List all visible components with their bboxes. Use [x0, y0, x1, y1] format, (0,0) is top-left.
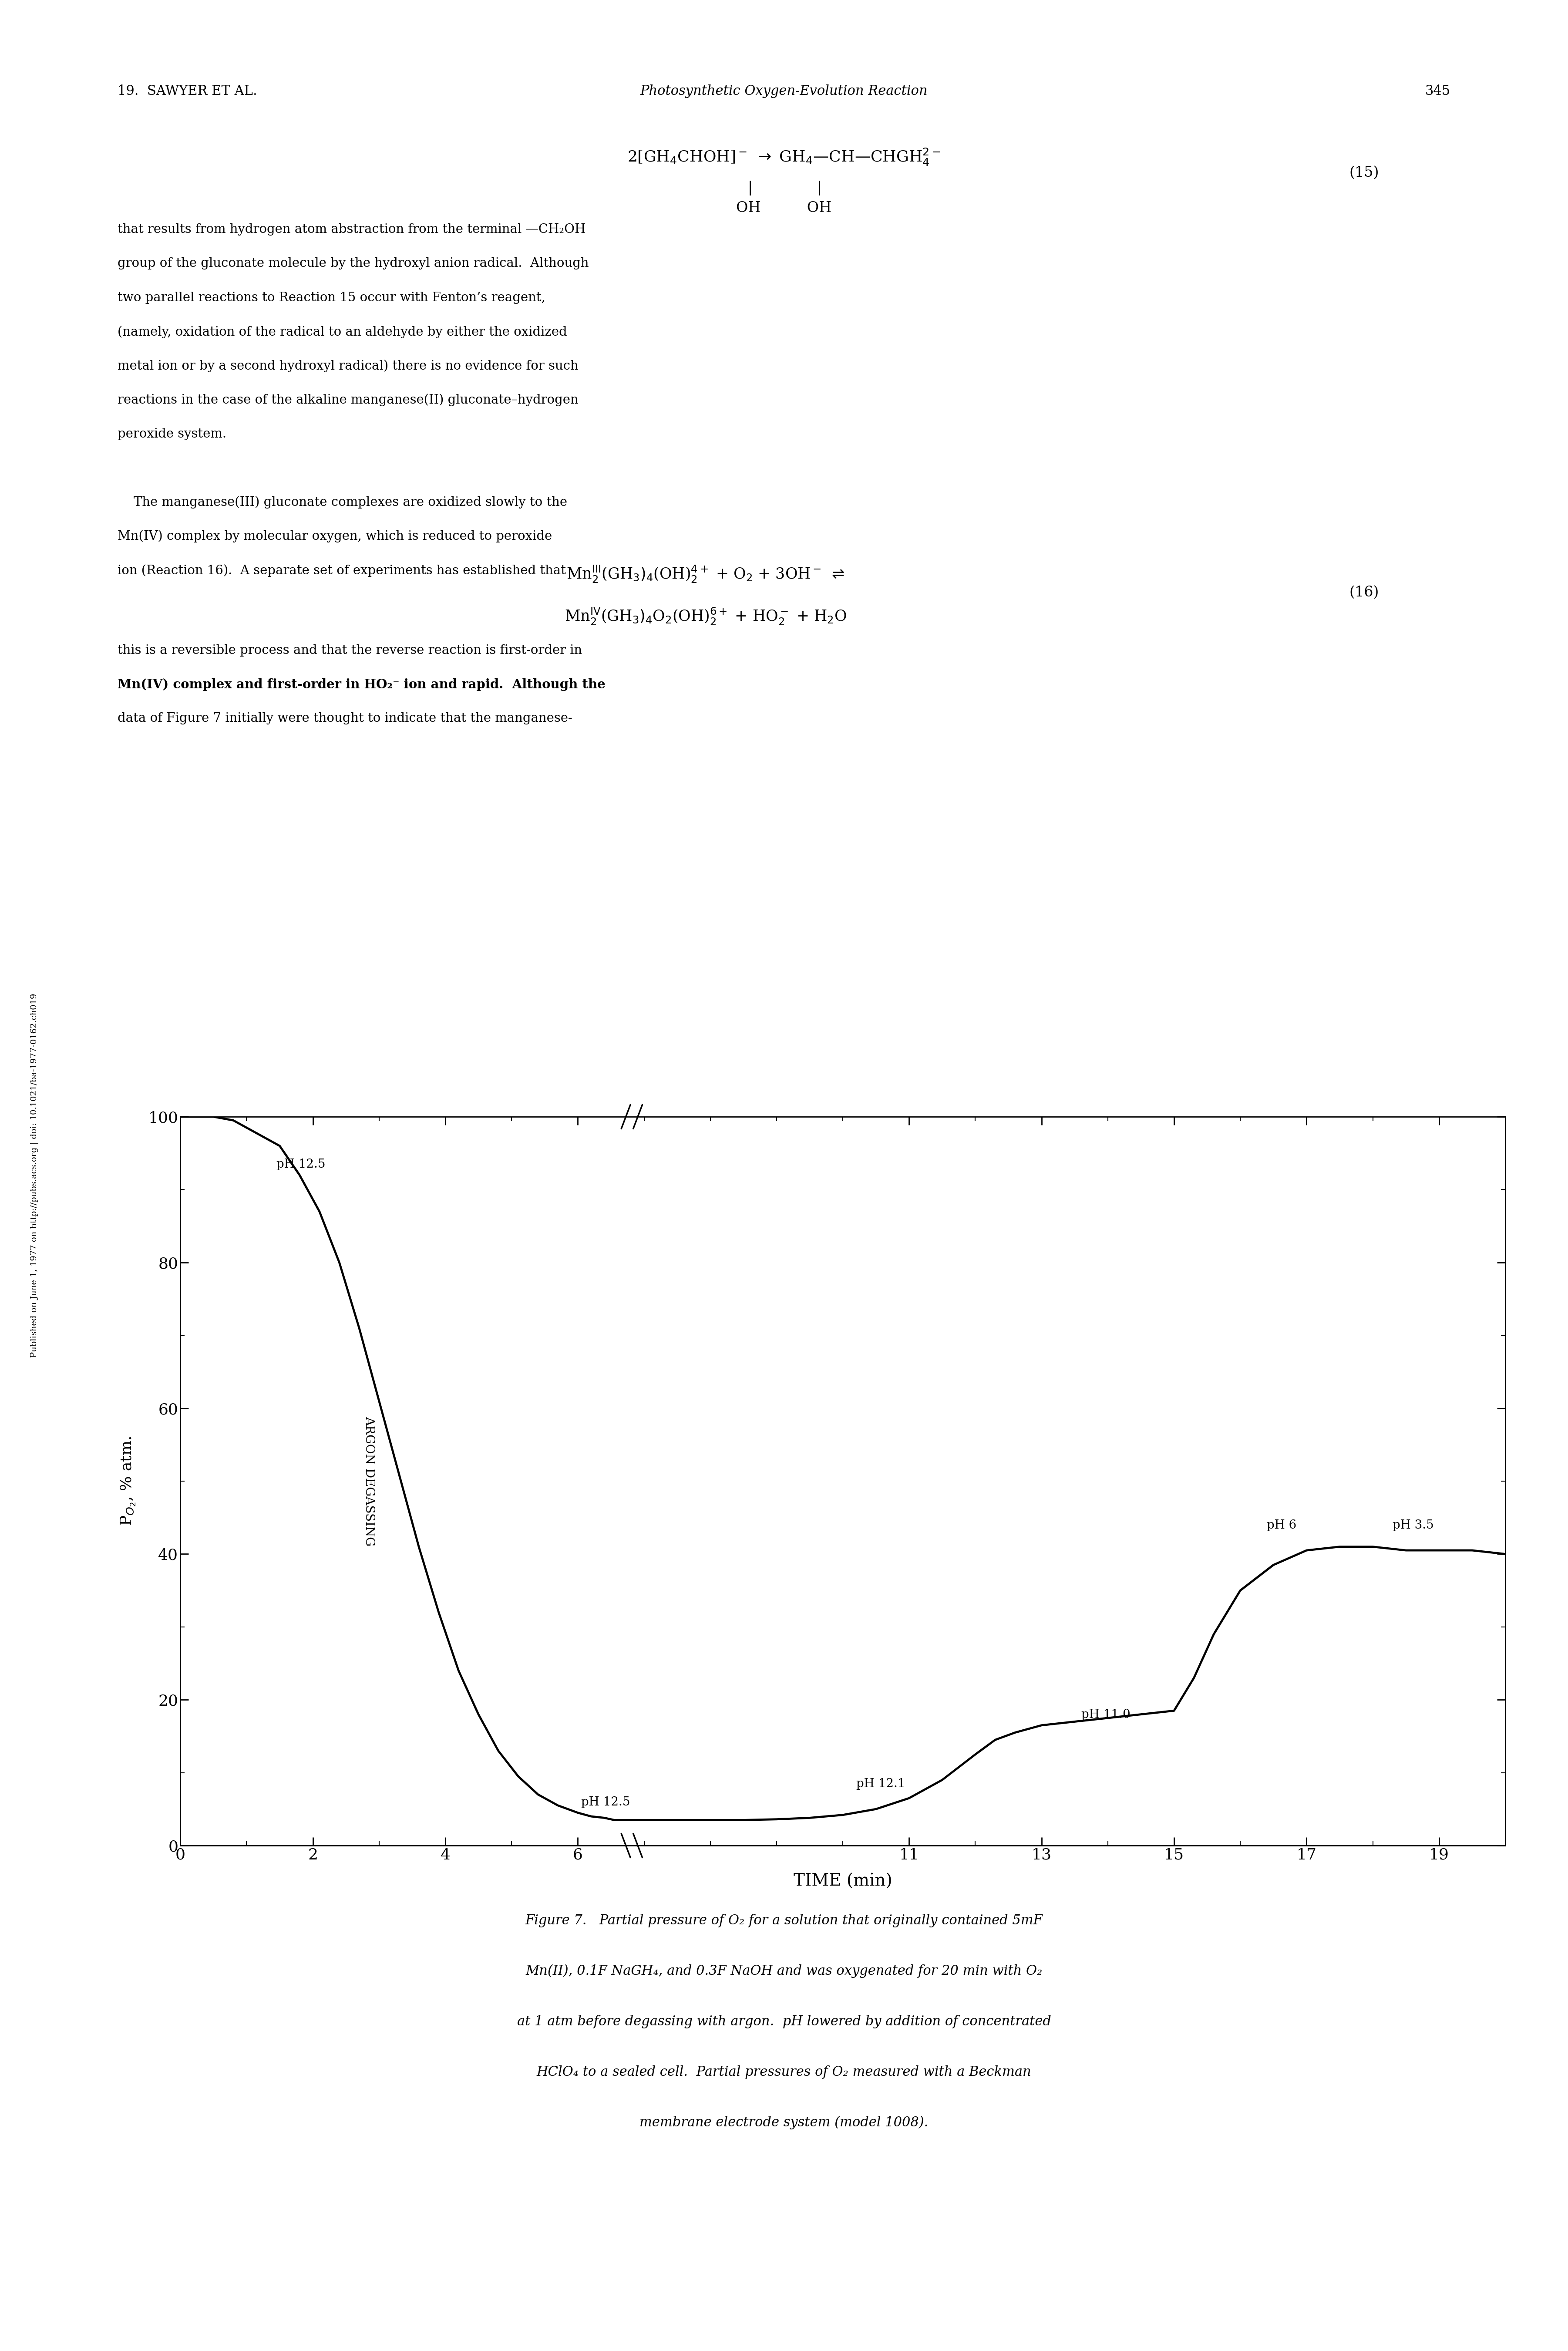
- Y-axis label: P$_{O_2}$, % atm.: P$_{O_2}$, % atm.: [119, 1436, 138, 1526]
- Text: pH 3.5: pH 3.5: [1392, 1519, 1433, 1531]
- Text: ARGON DEGASSING: ARGON DEGASSING: [364, 1415, 375, 1547]
- Text: Mn$_2^{\rm III}$(GH$_3)_4$(OH)$_2^{4+}$ + O$_2$ + 3OH$^-$ $\rightleftharpoons$: Mn$_2^{\rm III}$(GH$_3)_4$(OH)$_2^{4+}$ …: [566, 564, 845, 585]
- Text: metal ion or by a second hydroxyl radical) there is no evidence for such: metal ion or by a second hydroxyl radica…: [118, 360, 579, 371]
- Text: this is a reversible process and that the reverse reaction is first-order in: this is a reversible process and that th…: [118, 644, 582, 656]
- Text: OH          OH: OH OH: [737, 202, 831, 214]
- Text: pH 12.1: pH 12.1: [856, 1777, 905, 1789]
- Text: Published on June 1, 1977 on http://pubs.acs.org | doi: 10.1021/ba-1977-0162.ch0: Published on June 1, 1977 on http://pubs…: [30, 994, 39, 1357]
- Text: at 1 atm before degassing with argon.  pH lowered by addition of concentrated: at 1 atm before degassing with argon. pH…: [517, 2015, 1051, 2029]
- Text: (16): (16): [1350, 585, 1378, 600]
- Text: pH 11.0: pH 11.0: [1082, 1709, 1131, 1721]
- Text: The manganese(III) gluconate complexes are oxidized slowly to the: The manganese(III) gluconate complexes a…: [118, 496, 568, 508]
- Text: data of Figure 7 initially were thought to indicate that the manganese-: data of Figure 7 initially were thought …: [118, 712, 572, 724]
- Text: reactions in the case of the alkaline manganese(II) gluconate–hydrogen: reactions in the case of the alkaline ma…: [118, 395, 579, 407]
- Text: Mn(IV) complex and first-order in HO₂⁻ ion and rapid.  Although the: Mn(IV) complex and first-order in HO₂⁻ i…: [118, 679, 605, 691]
- Text: 19.  SAWYER ET AL.: 19. SAWYER ET AL.: [118, 85, 257, 99]
- Text: Figure 7.   Partial pressure of O₂ for a solution that originally contained 5mF: Figure 7. Partial pressure of O₂ for a s…: [525, 1914, 1043, 1928]
- Text: (15): (15): [1348, 165, 1380, 179]
- Text: HClO₄ to a sealed cell.  Partial pressures of O₂ measured with a Beckman: HClO₄ to a sealed cell. Partial pressure…: [536, 2067, 1032, 2078]
- Text: pH 6: pH 6: [1267, 1519, 1297, 1531]
- Text: ion (Reaction 16).  A separate set of experiments has established that: ion (Reaction 16). A separate set of exp…: [118, 564, 566, 576]
- Text: that results from hydrogen atom abstraction from the terminal —CH₂OH: that results from hydrogen atom abstract…: [118, 223, 586, 235]
- Text: Mn$_2^{\rm IV}$(GH$_3)_4$O$_2$(OH)$_2^{6+}$ + HO$_2^-$ + H$_2$O: Mn$_2^{\rm IV}$(GH$_3)_4$O$_2$(OH)$_2^{6…: [564, 607, 847, 628]
- Text: membrane electrode system (model 1008).: membrane electrode system (model 1008).: [640, 2116, 928, 2130]
- Text: Photosynthetic Oxygen-Evolution Reaction: Photosynthetic Oxygen-Evolution Reaction: [640, 85, 928, 99]
- Text: $|$              $|$: $|$ $|$: [748, 181, 820, 197]
- Text: pH 12.5: pH 12.5: [276, 1159, 325, 1171]
- Text: Mn(II), 0.1F NaGH₄, and 0.3F NaOH and was oxygenated for 20 min with O₂: Mn(II), 0.1F NaGH₄, and 0.3F NaOH and wa…: [525, 1965, 1043, 1977]
- Text: group of the gluconate molecule by the hydroxyl anion radical.  Although: group of the gluconate molecule by the h…: [118, 256, 590, 270]
- Text: 345: 345: [1425, 85, 1450, 99]
- Text: peroxide system.: peroxide system.: [118, 428, 226, 440]
- X-axis label: TIME (min): TIME (min): [793, 1874, 892, 1890]
- Text: pH 12.5: pH 12.5: [582, 1796, 630, 1808]
- Text: Mn(IV) complex by molecular oxygen, which is reduced to peroxide: Mn(IV) complex by molecular oxygen, whic…: [118, 531, 552, 543]
- Text: two parallel reactions to Reaction 15 occur with Fenton’s reagent,: two parallel reactions to Reaction 15 oc…: [118, 292, 546, 303]
- Text: 2[GH$_4$CHOH]$^-$ $\rightarrow$ GH$_4$—CH—CHGH$_4^{2-}$: 2[GH$_4$CHOH]$^-$ $\rightarrow$ GH$_4$—C…: [627, 146, 941, 167]
- Text: (namely, oxidation of the radical to an aldehyde by either the oxidized: (namely, oxidation of the radical to an …: [118, 324, 568, 339]
